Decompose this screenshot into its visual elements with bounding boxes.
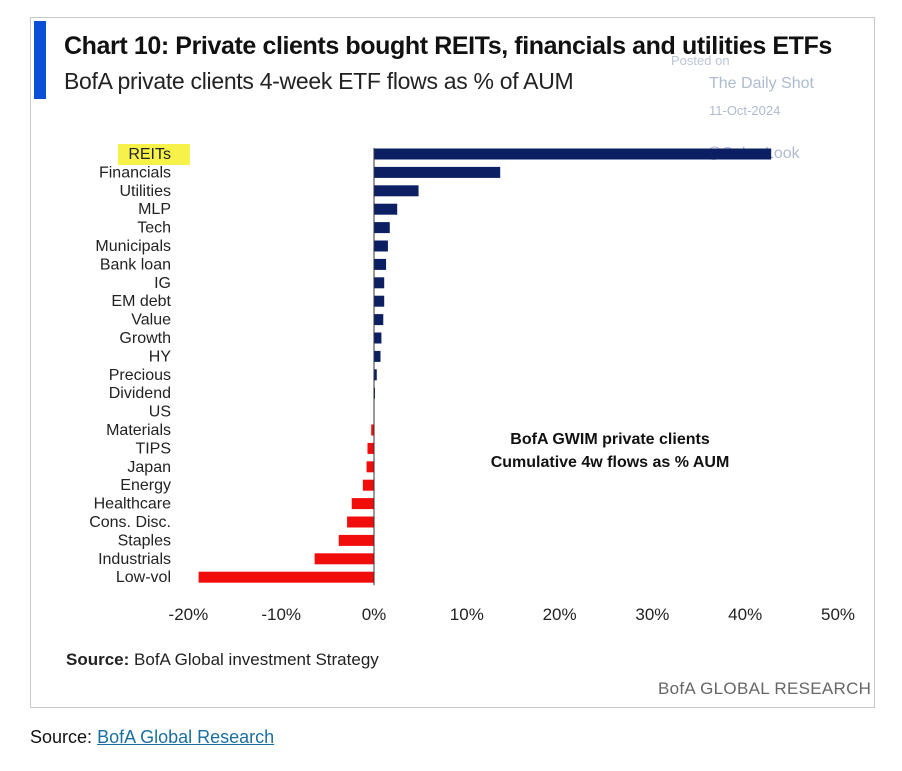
source-label: Source: — [66, 650, 130, 669]
category-label: IG — [154, 275, 171, 292]
category-label: US — [149, 404, 171, 421]
annotation-line: Cumulative 4w flows as % AUM — [491, 454, 730, 471]
bar-precious — [374, 369, 377, 381]
footer-prefix: Source: — [30, 727, 93, 747]
category-label: Financials — [99, 164, 171, 181]
highlight-reits — [118, 144, 190, 165]
bar-healthcare — [351, 498, 374, 510]
x-tick-label: -20% — [169, 605, 209, 624]
bar-municipals — [374, 240, 388, 252]
bar-tech — [374, 222, 390, 234]
category-label: Materials — [106, 422, 171, 439]
bar-materials — [371, 424, 374, 436]
category-label: Municipals — [95, 238, 171, 255]
x-tick-label: 20% — [543, 605, 577, 624]
source-text: BofA Global investment Strategy — [134, 650, 379, 669]
category-label: Bank loan — [100, 256, 171, 273]
category-label: Energy — [120, 477, 171, 494]
bar-staples — [338, 534, 374, 546]
brand-logo-text: BofA GLOBAL RESEARCH — [658, 679, 872, 698]
bar-japan — [366, 461, 374, 473]
category-label: REITs — [128, 146, 171, 163]
bar-bank-loan — [374, 258, 387, 270]
category-label: Utilities — [119, 183, 171, 200]
category-label: Industrials — [98, 551, 171, 568]
x-tick-label: 50% — [821, 605, 855, 624]
bar-hy — [374, 350, 381, 362]
chart-frame — [30, 17, 875, 708]
bar-cons-disc- — [347, 516, 374, 528]
watermark-site: The Daily Shot — [709, 75, 814, 92]
footer-source-link[interactable]: BofA Global Research — [97, 727, 275, 747]
category-label: Dividend — [109, 385, 171, 402]
bars-layer — [198, 148, 772, 586]
category-label: Japan — [127, 459, 171, 476]
chart-subtitle: BofA private clients 4-week ETF flows as… — [64, 68, 574, 94]
bar-ig — [374, 277, 385, 289]
footer-source: Source: BofA Global Research — [30, 727, 274, 748]
category-label: Precious — [109, 367, 171, 384]
bar-utilities — [374, 185, 419, 197]
x-tick-label: -10% — [261, 605, 301, 624]
bar-tips — [367, 442, 374, 454]
chart-annotation: BofA GWIM private clients Cumulative 4w f… — [491, 431, 730, 471]
x-tick-label: 30% — [635, 605, 669, 624]
category-label: Cons. Disc. — [89, 514, 171, 531]
x-tick-label: 0% — [362, 605, 387, 624]
category-label: Tech — [137, 220, 171, 237]
bar-value — [374, 314, 384, 326]
bar-financials — [374, 166, 501, 178]
category-label: Growth — [119, 330, 171, 347]
source-note: Source: BofA Global investment Strategy — [66, 650, 379, 670]
category-label: Value — [131, 312, 171, 329]
annotation-line: BofA GWIM private clients — [510, 431, 710, 448]
bar-em-debt — [374, 295, 385, 307]
category-label: TIPS — [135, 440, 171, 457]
bar-industrials — [314, 553, 374, 565]
category-label: Staples — [118, 532, 171, 549]
bar-reits — [374, 148, 772, 160]
x-tick-label: 40% — [728, 605, 762, 624]
bar-energy — [362, 479, 374, 491]
category-label: EM debt — [111, 293, 171, 310]
chart-title: Chart 10: Private clients bought REITs, … — [64, 32, 832, 60]
x-tick-label: 10% — [450, 605, 484, 624]
bar-low-vol — [198, 571, 374, 583]
title-accent-bar — [34, 21, 46, 99]
bar-growth — [374, 332, 382, 344]
category-label: HY — [149, 348, 172, 365]
category-label: Low-vol — [116, 569, 171, 586]
category-label: MLP — [138, 201, 171, 218]
bar-mlp — [374, 203, 398, 215]
x-axis-ticks: -20% -10% 0% 10% 20% 30% 40% 50% — [169, 605, 855, 624]
watermark-posted: Posted on — [671, 53, 730, 68]
category-label: Healthcare — [94, 496, 171, 513]
watermark-date: 11-Oct-2024 — [709, 103, 781, 118]
